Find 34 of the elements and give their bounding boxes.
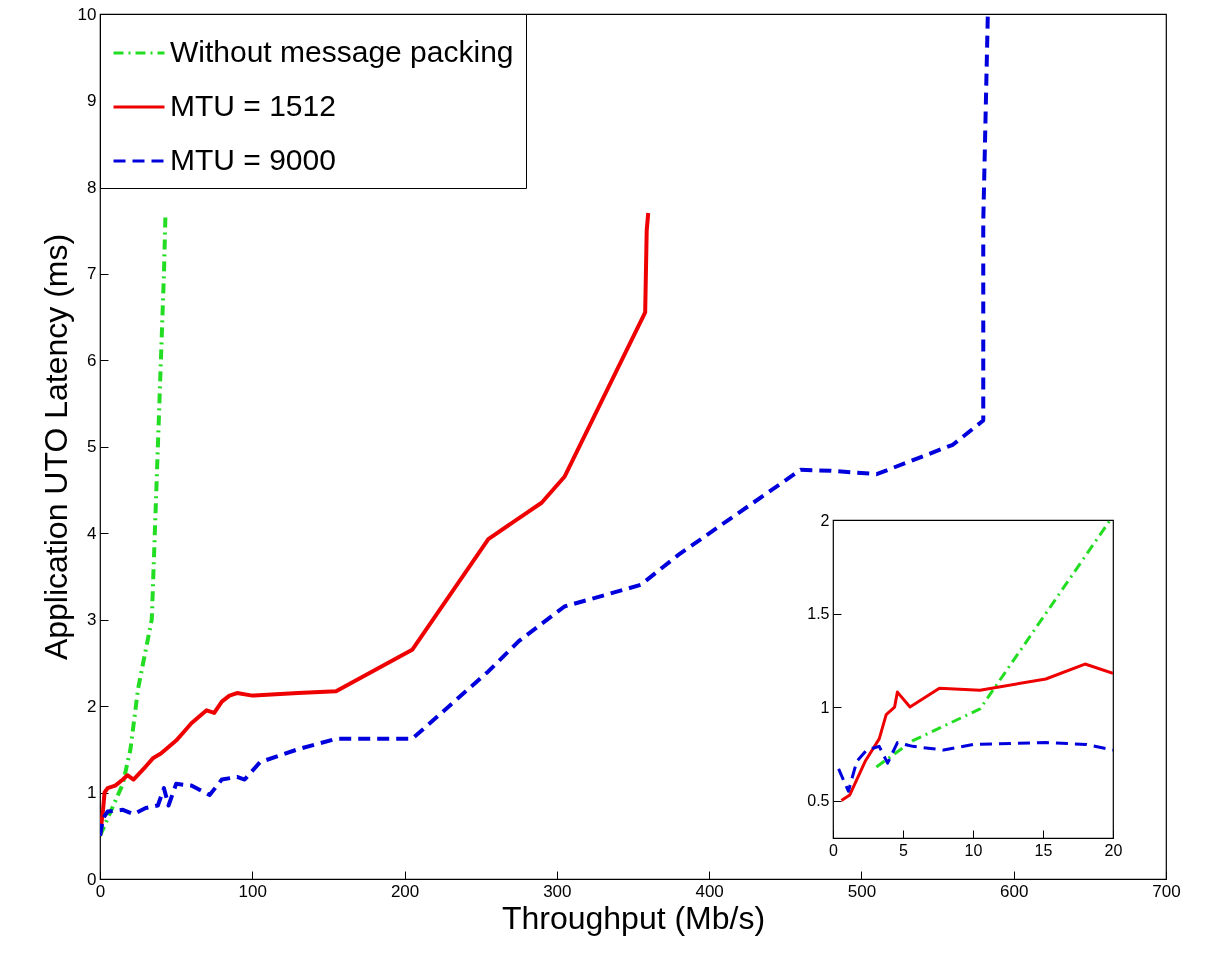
y-tick-label: 6 (87, 350, 97, 370)
legend-label: Without message packing (170, 35, 514, 68)
line-series (100, 14, 990, 838)
x-tick-label: 10 (964, 841, 983, 859)
y-tick-label: 9 (87, 91, 97, 110)
y-tick-label: 1 (820, 698, 830, 716)
y-tick-label: 8 (87, 177, 97, 197)
x-tick-label: 100 (238, 881, 267, 901)
y-axis-title: Application UTO Latency (ms) (37, 233, 74, 661)
x-tick-label: 400 (695, 881, 724, 901)
x-tick-label: 20 (1104, 841, 1123, 859)
x-tick-label: 15 (1034, 841, 1053, 859)
legend-label: MTU = 1512 (170, 89, 336, 122)
x-tick-label: 700 (1152, 881, 1181, 901)
y-tick-label: 3 (87, 610, 97, 629)
x-tick-label: 300 (543, 881, 572, 901)
legend-label: MTU = 9000 (170, 143, 336, 176)
y-tick-label: 4 (87, 523, 97, 543)
x-tick-label: 600 (1000, 881, 1029, 901)
x-axis-title: Throughput (Mb/s) (501, 899, 766, 936)
x-tick-label: 5 (899, 841, 909, 859)
y-tick-label: 7 (87, 264, 97, 283)
x-tick-label: 500 (847, 881, 877, 901)
y-tick-label: 2 (87, 696, 97, 716)
line-series (837, 741, 1113, 793)
y-tick-label: 1.5 (807, 605, 830, 623)
y-tick-label: 10 (77, 4, 97, 24)
y-tick-label: 1 (87, 783, 97, 802)
y-tick-label: 2 (820, 511, 830, 529)
y-tick-label: 5 (87, 437, 97, 456)
x-tick-label: 200 (390, 881, 420, 901)
line-series (874, 520, 1112, 769)
y-tick-label: 0.5 (807, 792, 830, 810)
line-series (839, 662, 1113, 803)
